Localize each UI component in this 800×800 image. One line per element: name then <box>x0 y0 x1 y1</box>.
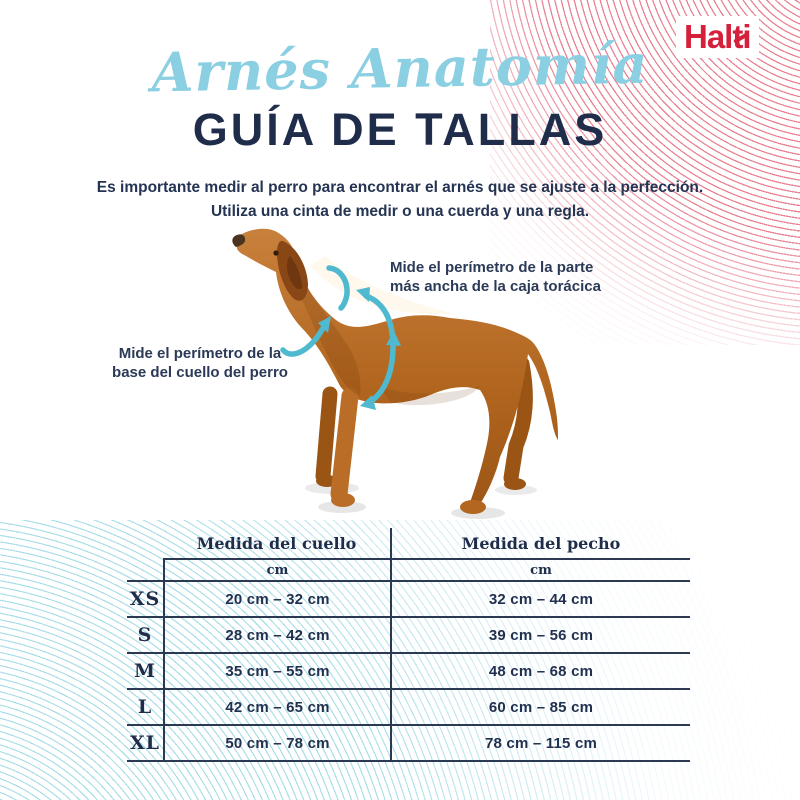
chest-note-line-2: más ancha de la caja torácica <box>390 278 601 295</box>
dog-illustration <box>180 226 640 526</box>
size-label-xs: XS <box>127 582 163 618</box>
size-table: Medida del cuello Medida del pecho cm cm… <box>127 528 690 762</box>
dog-nose <box>232 234 246 247</box>
intro-line-1: Es importante medir al perro para encont… <box>96 179 704 196</box>
neck-measure-note: Mide el perímetro de la base del cuello … <box>92 344 308 382</box>
chest-range-s: 39 cm – 56 cm <box>390 618 690 654</box>
dog-body-shape <box>235 228 558 508</box>
neck-note-line-1: Mide el perímetro de la <box>118 345 282 362</box>
chest-measure-note: Mide el perímetro de la parte más ancha … <box>390 258 601 296</box>
neck-range-s: 28 cm – 42 cm <box>163 618 390 654</box>
neck-range-xl: 50 cm – 78 cm <box>163 726 390 762</box>
chest-measure-arrow <box>356 287 401 410</box>
neck-range-xs: 20 cm – 32 cm <box>163 582 390 618</box>
chest-range-m: 48 cm – 68 cm <box>390 654 690 690</box>
teal-lines-pattern <box>0 520 800 800</box>
unit-row-spacer <box>127 560 163 582</box>
size-label-xl: XL <box>127 726 163 762</box>
dog-near-legs <box>330 387 486 514</box>
dog-ear <box>277 240 308 301</box>
chest-note-line-1: Mide el perímetro de la parte <box>390 259 594 276</box>
dog-eye <box>273 250 279 256</box>
dog-ear-shade <box>286 256 302 290</box>
dog-shading <box>292 256 480 406</box>
page-title: GUÍA DE TALLAS <box>192 104 608 155</box>
intro-line-2: Utiliza una cinta de medir o una cuerda … <box>210 203 590 220</box>
chest-range-xs: 32 cm – 44 cm <box>390 582 690 618</box>
neck-unit-header: cm <box>163 560 390 582</box>
table-corner-cell <box>127 528 163 560</box>
chest-range-xl: 78 cm – 115 cm <box>390 726 690 762</box>
neck-measure-arrow <box>280 265 350 357</box>
neck-note-line-2: base del cuello del perro <box>112 364 288 381</box>
size-label-l: L <box>127 690 163 726</box>
size-label-m: M <box>127 654 163 690</box>
chest-unit-header: cm <box>390 560 690 582</box>
size-label-s: S <box>127 618 163 654</box>
dog-svg <box>232 228 558 519</box>
chest-column-header: Medida del pecho <box>390 528 690 560</box>
neck-column-header: Medida del cuello <box>163 528 390 560</box>
chest-range-l: 60 cm – 85 cm <box>390 690 690 726</box>
neck-range-m: 35 cm – 55 cm <box>163 654 390 690</box>
neck-range-l: 42 cm – 65 cm <box>163 690 390 726</box>
intro-text: Es importante medir al perro para encont… <box>0 176 800 224</box>
halti-logo: Halti <box>676 16 759 58</box>
